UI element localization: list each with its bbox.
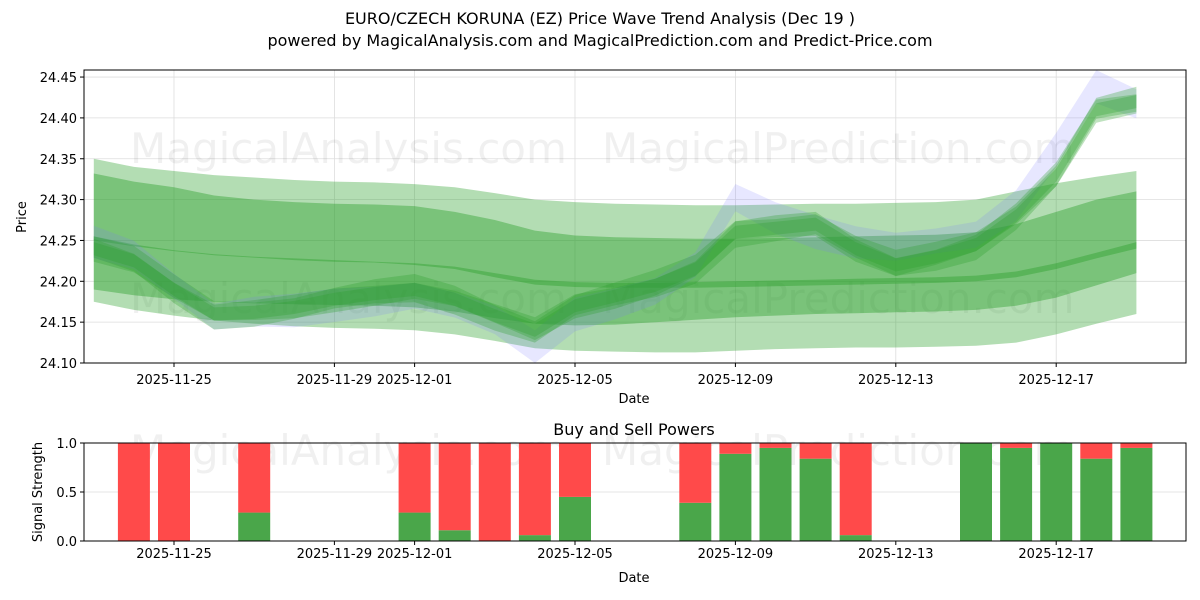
price-y-tick-label: 24.15 xyxy=(40,316,77,331)
signal-y-tick-label: 0.5 xyxy=(56,486,77,501)
buy-bar xyxy=(1000,447,1033,541)
sell-bar xyxy=(719,443,752,454)
sell-bar xyxy=(518,443,551,536)
watermark-right-bottom: MagicalPrediction.com xyxy=(602,274,1075,323)
signal-y-tick-label: 1.0 xyxy=(56,437,77,452)
signal-chart: Buy and Sell Powers MagicalAnalysis.com … xyxy=(31,420,1187,586)
price-y-tick-label: 24.45 xyxy=(40,71,77,86)
price-y-tick-label: 24.10 xyxy=(40,357,77,372)
watermark-left-top: MagicalAnalysis.com xyxy=(130,124,567,173)
price-wave-band xyxy=(93,70,1137,363)
price-y-axis-label: Price xyxy=(15,201,30,233)
price-x-tick-label: 2025-12-13 xyxy=(858,373,934,388)
trend-band xyxy=(93,236,1137,326)
price-x-tick-label: 2025-12-09 xyxy=(698,373,774,388)
signal-y-axis: 0.0 0.5 1.0 xyxy=(56,437,84,550)
buy-bar xyxy=(719,453,752,541)
buy-bar xyxy=(1040,443,1073,541)
buy-bar xyxy=(960,443,992,541)
price-bands xyxy=(93,70,1137,363)
signal-x-tick-label: 2025-12-05 xyxy=(537,547,613,562)
price-y-tick-label: 24.40 xyxy=(40,112,77,127)
price-y-axis: 24.10 24.15 24.20 24.25 24.30 24.35 24.40 24.45 xyxy=(40,71,84,372)
buy-bar xyxy=(559,496,591,541)
sell-bar xyxy=(559,443,591,497)
buy-bar xyxy=(518,535,551,541)
chart-subtitle: powered by MagicalAnalysis.com and Magic… xyxy=(267,31,933,50)
signal-x-axis-label: Date xyxy=(618,571,649,586)
price-x-tick-label: 2025-11-25 xyxy=(136,373,212,388)
sell-bar xyxy=(438,443,471,531)
sell-bar xyxy=(799,443,832,459)
signal-y-tick-label: 0.0 xyxy=(56,535,77,550)
sell-bar xyxy=(398,443,431,513)
buy-bar xyxy=(438,530,471,541)
price-x-tick-label: 2025-11-29 xyxy=(297,373,373,388)
sell-bar xyxy=(1120,443,1153,448)
price-y-tick-label: 24.35 xyxy=(40,153,77,168)
price-wave-band xyxy=(93,94,1137,341)
buy-bar xyxy=(679,502,712,541)
signal-x-axis: 2025-11-25 2025-11-29 2025-12-01 2025-12-05… xyxy=(136,541,1094,562)
buy-bar xyxy=(799,458,832,541)
signal-chart-title: Buy and Sell Powers xyxy=(553,420,715,439)
signal-x-tick-label: 2025-12-01 xyxy=(377,547,453,562)
price-x-tick-label: 2025-12-05 xyxy=(537,373,613,388)
signal-x-tick-label: 2025-11-25 xyxy=(136,547,212,562)
sell-bar xyxy=(238,443,271,513)
watermark-left-bottom: MagicalAnalysis.com xyxy=(130,274,567,323)
sell-bar xyxy=(839,443,872,536)
signal-x-tick-label: 2025-12-09 xyxy=(698,547,774,562)
buy-bar xyxy=(759,447,792,541)
price-x-tick-label: 2025-12-17 xyxy=(1018,373,1094,388)
price-x-tick-label: 2025-12-01 xyxy=(377,373,453,388)
buy-bar xyxy=(398,512,431,541)
sell-bar xyxy=(759,443,792,448)
signal-x-tick-label: 2025-12-17 xyxy=(1018,547,1094,562)
buy-bar xyxy=(1120,447,1153,541)
signal-y-axis-label: Signal Strength xyxy=(31,442,46,542)
price-y-tick-label: 24.20 xyxy=(40,275,77,290)
trend-band xyxy=(93,158,1137,353)
price-plot-area xyxy=(84,70,1186,363)
signal-x-tick-label: 2025-11-29 xyxy=(297,547,373,562)
price-y-tick-label: 24.25 xyxy=(40,234,77,249)
buy-bar xyxy=(238,512,271,541)
price-x-axis: 2025-11-25 2025-11-29 2025-12-01 2025-12-05… xyxy=(136,363,1094,388)
sell-bar xyxy=(158,443,190,541)
price-watermarks: MagicalAnalysis.com MagicalPrediction.co… xyxy=(130,124,1075,323)
price-x-axis-label: Date xyxy=(618,392,649,407)
signal-watermarks: MagicalAnalysis.com MagicalPrediction.co… xyxy=(130,426,1075,475)
price-wave-band xyxy=(93,86,1137,343)
buy-bar xyxy=(1080,458,1113,541)
sell-bar xyxy=(1080,443,1113,459)
price-chart: MagicalAnalysis.com MagicalPrediction.co… xyxy=(15,69,1187,407)
watermark-right-top: MagicalPrediction.com xyxy=(602,124,1075,173)
sell-bar xyxy=(679,443,712,503)
signal-bars xyxy=(117,443,1153,541)
signal-x-tick-label: 2025-12-13 xyxy=(858,547,934,562)
sell-bar xyxy=(1000,443,1033,448)
buy-bar xyxy=(839,535,872,541)
price-y-tick-label: 24.30 xyxy=(40,194,77,209)
price-grid xyxy=(84,70,1186,364)
price-axes-frame xyxy=(83,69,1187,364)
chart-title: EURO/CZECH KORUNA (EZ) Price Wave Trend … xyxy=(344,9,856,28)
sell-bar xyxy=(117,443,150,541)
trend-band xyxy=(93,173,1137,288)
sell-bar xyxy=(478,443,511,541)
